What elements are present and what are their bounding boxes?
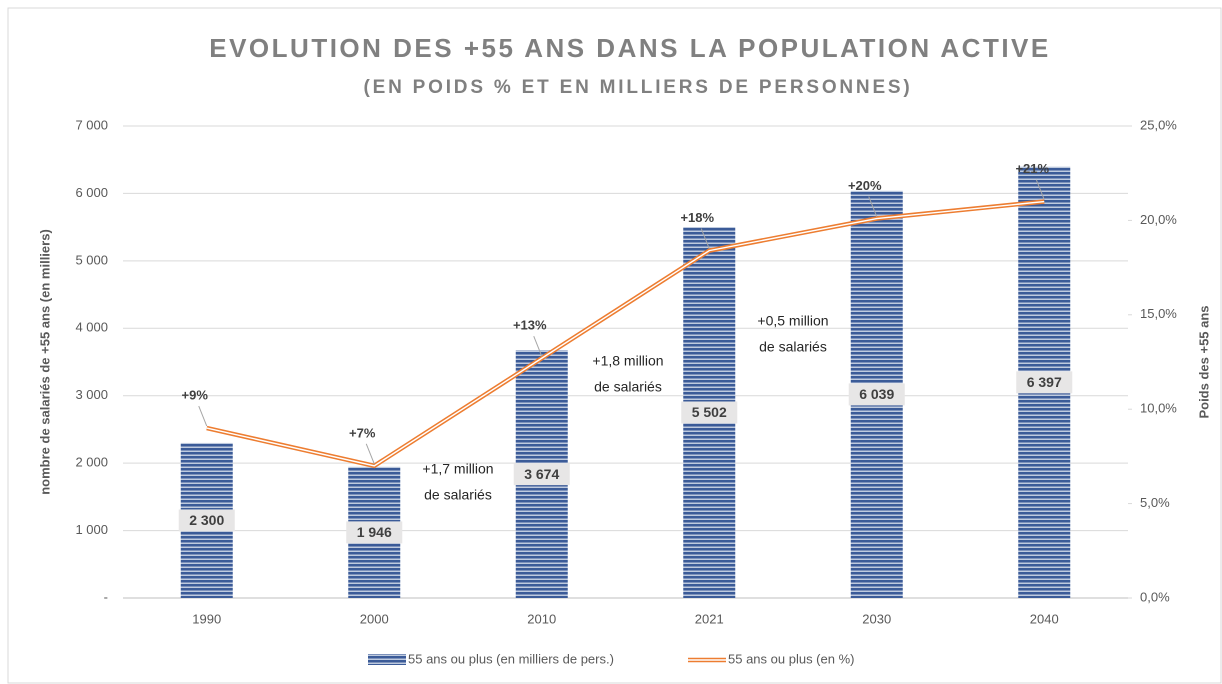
y-tick-label: -: [104, 589, 108, 604]
chart-title: EVOLUTION DES +55 ANS DANS LA POPULATION…: [209, 33, 1051, 63]
leader-line: [533, 336, 543, 357]
legend-label: 55 ans ou plus (en milliers de pers.): [408, 651, 614, 666]
y-tick-label: 7 000: [75, 117, 108, 132]
line-value-label: +20%: [848, 178, 882, 193]
line-value-label: +18%: [680, 210, 714, 225]
line-value-label: +13%: [513, 318, 547, 333]
value-label-box: [346, 521, 403, 544]
leader-line: [365, 443, 375, 465]
line-value-label: +9%: [182, 388, 209, 403]
line-series: [206, 199, 1045, 469]
x-tick-label: 2040: [1030, 611, 1059, 626]
line-value-label: +7%: [349, 425, 376, 440]
y2-tick-label: 15,0%: [1140, 306, 1177, 321]
y2-tick-label: 5,0%: [1140, 495, 1170, 510]
x-tick-label: 2021: [695, 611, 724, 626]
y-axis-label: nombre de salariés de +55 ans (en millie…: [37, 229, 52, 495]
annotation: +1,8 million: [592, 353, 663, 369]
annotation: +1,7 million: [422, 461, 493, 477]
legend-swatch: [368, 654, 406, 665]
x-tick-label: 2030: [862, 611, 891, 626]
value-label-box: [848, 383, 905, 406]
x-tick-label: 2000: [360, 611, 389, 626]
x-tick-label: 1990: [192, 611, 221, 626]
bar-value-label: 3 674: [524, 466, 559, 482]
value-label-box: [513, 463, 570, 486]
value-label-box: [681, 401, 738, 424]
bar-value-label: 6 039: [859, 386, 894, 402]
y-tick-label: 5 000: [75, 252, 108, 267]
y2-axis-label: Poids des +55 ans: [1196, 305, 1211, 418]
x-tick-label: 2010: [527, 611, 556, 626]
y-tick-label: 2 000: [75, 455, 108, 470]
bar-value-label: 2 300: [189, 512, 224, 528]
annotation: +0,5 million: [757, 313, 828, 329]
y-tick-label: 4 000: [75, 320, 108, 335]
y2-tick-label: 25,0%: [1140, 117, 1177, 132]
leader-line: [198, 405, 208, 427]
leader-line: [868, 196, 878, 217]
chart-border: [7, 7, 1222, 684]
chart-subtitle: (EN POIDS % ET EN MILLIERS DE PERSONNES): [363, 77, 912, 98]
y2-tick-label: 0,0%: [1140, 589, 1170, 604]
y-tick-label: 3 000: [75, 387, 108, 402]
bar-value-label: 5 502: [692, 404, 727, 420]
leader-line: [700, 228, 710, 249]
leader-line: [1035, 179, 1045, 200]
annotation: de salariés: [424, 487, 492, 503]
annotation: de salariés: [759, 339, 827, 355]
bar-value-label: 6 397: [1027, 374, 1062, 390]
legend-label: 55 ans ou plus (en %): [728, 651, 854, 666]
bar-value-label: 1 946: [357, 524, 392, 540]
y-tick-label: 6 000: [75, 185, 108, 200]
y2-tick-label: 20,0%: [1140, 212, 1177, 227]
y2-tick-label: 10,0%: [1140, 401, 1177, 416]
value-label-box: [178, 509, 235, 532]
value-label-box: [1016, 371, 1073, 394]
annotation: de salariés: [594, 379, 662, 395]
line-value-label: +21%: [1015, 161, 1049, 176]
y-tick-label: 1 000: [75, 522, 108, 537]
line-series-inner: [206, 200, 1045, 467]
